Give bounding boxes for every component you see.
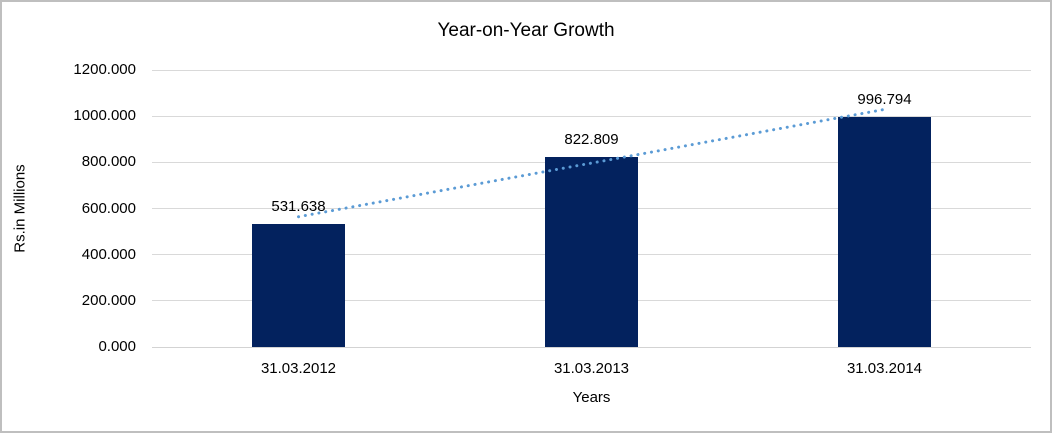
chart-title: Year-on-Year Growth <box>437 20 615 41</box>
gridline <box>152 69 1031 71</box>
x-axis-title: Years <box>572 389 611 406</box>
x-category-label: 31.03.2012 <box>260 360 337 377</box>
bar-value-label: 822.809 <box>564 131 619 149</box>
y-tick-label: 400.000 <box>81 245 136 263</box>
bar-value-label: 531.638 <box>271 198 326 216</box>
y-tick-label: 0.000 <box>98 338 136 355</box>
x-category-label: 31.03.2013 <box>553 360 630 377</box>
y-tick-label: 1200.000 <box>73 61 136 78</box>
bar <box>545 157 638 347</box>
x-category-label: 31.03.2014 <box>846 360 923 377</box>
y-tick-label: 600.000 <box>81 199 136 217</box>
y-tick-label: 1000.000 <box>73 107 136 125</box>
y-tick-label: 200.000 <box>81 291 136 309</box>
x-axis-line <box>152 346 1031 348</box>
bar <box>838 116 931 347</box>
bar <box>252 224 345 347</box>
y-tick-label: 800.000 <box>81 153 136 171</box>
bar-value-label: 996.794 <box>857 90 912 108</box>
